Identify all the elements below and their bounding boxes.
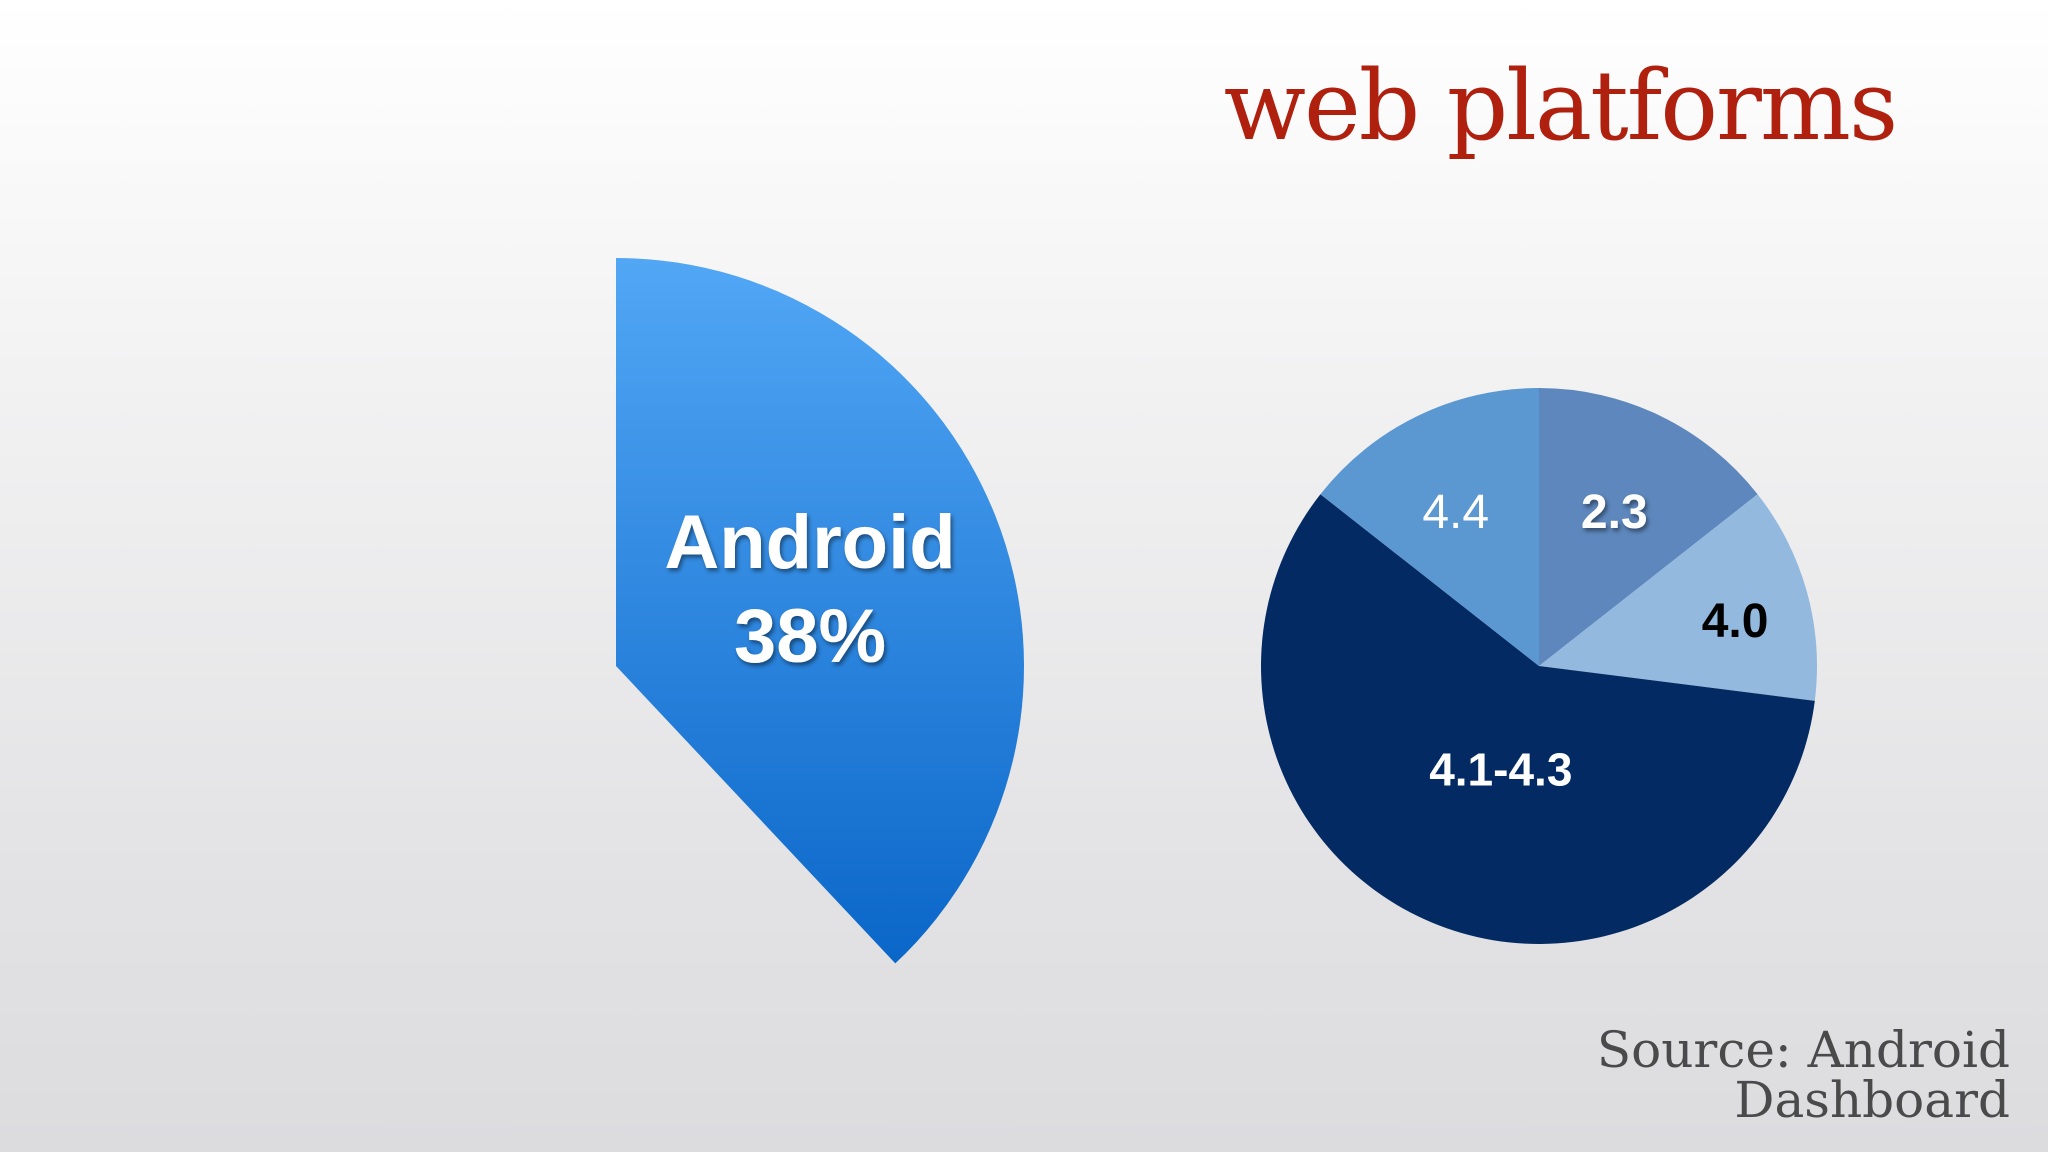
android-version-chart: 2.3 4.0 4.1-4.3 4.4 xyxy=(1261,388,1818,945)
pie-slice-40 xyxy=(1539,494,1818,701)
slide-title: web platforms xyxy=(1223,50,1898,162)
pie-slice-44 xyxy=(1320,388,1539,666)
pie-slice-23 xyxy=(1539,388,1758,666)
pie-slice-41-43 xyxy=(1261,494,1815,945)
pie-label-41-43: 4.1-4.3 xyxy=(1429,744,1572,796)
pie-label-44: 4.4 xyxy=(1422,486,1489,539)
pie-slice-android xyxy=(616,258,1025,964)
source-note: Source: Android Dashboard xyxy=(1596,1021,2010,1129)
android-share-chart: Android 38% xyxy=(616,258,1025,964)
pie-label-android: Android xyxy=(664,500,955,585)
pie-label-23: 2.3 xyxy=(1581,486,1648,539)
pie-value-android: 38% xyxy=(734,594,886,679)
pie-label-40: 4.0 xyxy=(1702,595,1769,648)
